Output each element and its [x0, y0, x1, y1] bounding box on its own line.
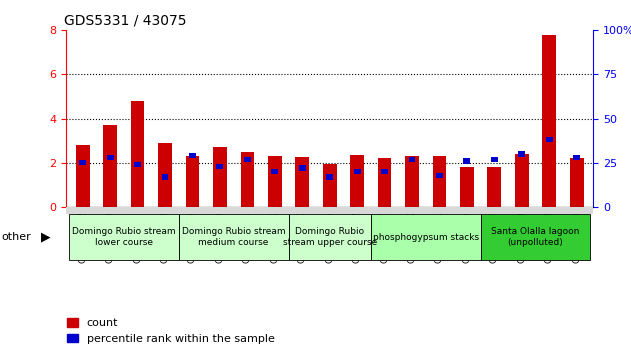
Bar: [131, 101, 144, 207]
Bar: [436, 172, 443, 178]
Bar: [488, 167, 501, 207]
Legend: count, percentile rank within the sample: count, percentile rank within the sample: [62, 314, 279, 348]
Bar: [295, 157, 309, 207]
Bar: [433, 156, 446, 207]
Bar: [299, 166, 305, 171]
Text: other: other: [1, 232, 31, 242]
Bar: [460, 167, 474, 207]
Text: Domingo Rubio
stream upper course: Domingo Rubio stream upper course: [283, 228, 377, 247]
Bar: [491, 156, 498, 162]
Text: phosphogypsum stacks: phosphogypsum stacks: [373, 233, 479, 242]
Bar: [162, 175, 168, 180]
Bar: [573, 155, 580, 160]
Bar: [323, 164, 336, 207]
Bar: [189, 153, 196, 159]
Bar: [107, 155, 114, 160]
Bar: [570, 159, 584, 207]
Bar: [240, 152, 254, 207]
Bar: [546, 137, 553, 143]
Bar: [216, 164, 223, 169]
Bar: [381, 169, 388, 175]
Text: Domingo Rubio stream
medium course: Domingo Rubio stream medium course: [182, 228, 285, 247]
Text: GDS5331 / 43075: GDS5331 / 43075: [64, 13, 186, 28]
Text: Santa Olalla lagoon
(unpolluted): Santa Olalla lagoon (unpolluted): [492, 228, 580, 247]
Bar: [158, 143, 172, 207]
Bar: [354, 169, 360, 175]
Text: Domingo Rubio stream
lower course: Domingo Rubio stream lower course: [72, 228, 175, 247]
Bar: [515, 154, 529, 207]
Bar: [378, 159, 391, 207]
Bar: [244, 156, 251, 162]
Bar: [186, 156, 199, 207]
Bar: [134, 162, 141, 167]
Text: ▶: ▶: [41, 231, 50, 244]
Bar: [80, 160, 86, 166]
Bar: [326, 175, 333, 180]
Bar: [76, 145, 90, 207]
Bar: [518, 152, 525, 156]
Bar: [405, 156, 419, 207]
Bar: [213, 147, 227, 207]
Bar: [543, 34, 556, 207]
Bar: [268, 156, 281, 207]
Bar: [103, 125, 117, 207]
Bar: [350, 155, 364, 207]
Bar: [464, 159, 470, 164]
Bar: [271, 169, 278, 175]
Bar: [409, 156, 415, 162]
